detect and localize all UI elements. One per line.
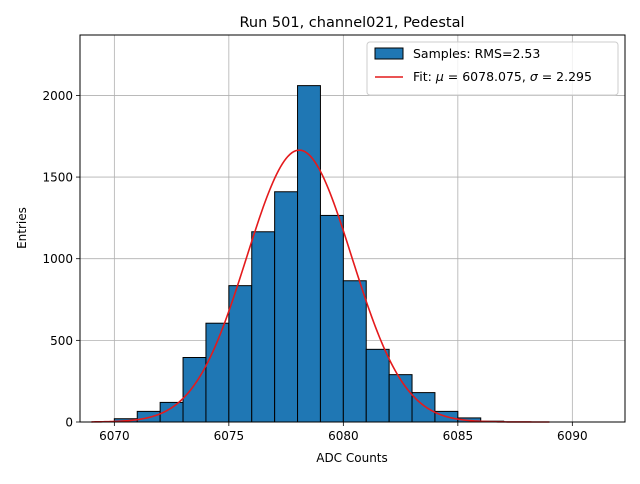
- y-axis-ticks: 0 500 1000 1500 2000: [42, 89, 80, 430]
- plot-frame: [79, 34, 626, 423]
- x-tick-label: 6075: [214, 429, 245, 443]
- legend-box: [366, 41, 619, 96]
- histogram-bar: [182, 357, 207, 423]
- histogram-bar: [319, 214, 344, 423]
- x-tick-label: 6085: [443, 429, 474, 443]
- x-axis-label: ADC Counts: [316, 451, 388, 465]
- legend-fit-prefix: Fit:: [413, 69, 436, 84]
- legend-fit-label: Fit: μ = 6078.075, σ = 2.295: [413, 69, 592, 84]
- histogram-bars: [113, 85, 505, 423]
- histogram-bar: [274, 191, 299, 423]
- y-tick-label: 500: [50, 334, 73, 348]
- legend-fit-suffix: = 2.295: [538, 69, 592, 84]
- histogram-bar: [342, 280, 367, 423]
- x-tick-label: 6090: [557, 429, 588, 443]
- histogram-bar: [297, 85, 321, 423]
- x-tick-label: 6070: [99, 429, 130, 443]
- chart-title: Run 501, channel021, Pedestal: [239, 15, 464, 31]
- y-axis-label: Entries: [15, 207, 29, 249]
- histogram-bar: [251, 231, 276, 423]
- legend-fit-mid: = 6078.075,: [444, 69, 530, 84]
- legend-histogram-swatch: [374, 47, 404, 60]
- histogram-bar: [411, 392, 436, 423]
- legend-fit-sigma-symbol: σ: [530, 69, 539, 84]
- histogram-bar: [388, 374, 413, 423]
- y-tick-label: 1500: [42, 171, 73, 185]
- legend: Samples: RMS=2.53 Fit: μ = 6078.075, σ =…: [366, 41, 619, 96]
- x-axis-ticks: 6070 6075 6080 6085 6090: [99, 422, 588, 443]
- x-tick-label: 6080: [328, 429, 359, 443]
- y-tick-label: 1000: [42, 252, 73, 266]
- histogram-bar: [365, 348, 390, 423]
- legend-fit-mu-symbol: μ: [435, 69, 444, 84]
- histogram-bar: [228, 285, 253, 423]
- y-tick-label: 0: [65, 416, 73, 430]
- fit-curve: [91, 149, 550, 423]
- legend-histogram-label: Samples: RMS=2.53: [413, 46, 540, 61]
- y-tick-label: 2000: [42, 89, 73, 103]
- histogram-bar: [205, 322, 230, 423]
